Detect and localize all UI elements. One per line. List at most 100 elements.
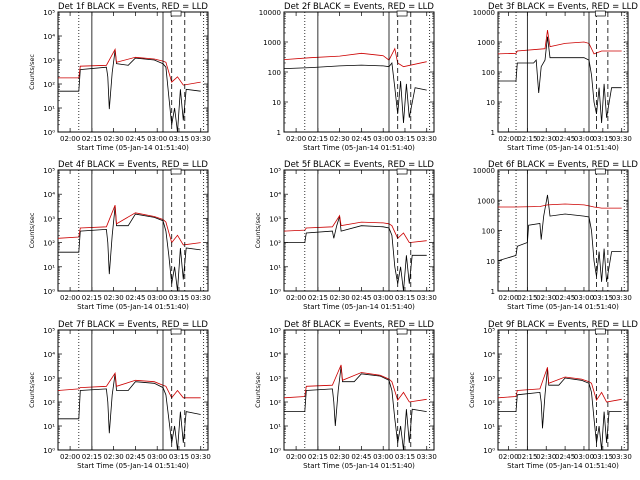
x-tick-label: 03:30 <box>612 135 632 143</box>
y-tick-label: 10³ <box>43 215 55 223</box>
y-tick-label: 10⁰ <box>269 447 281 455</box>
y-tick-label: 10 <box>486 99 495 107</box>
marker-box-icon <box>396 10 408 17</box>
y-tick-label: 10² <box>43 399 55 407</box>
x-tick-label: 03:30 <box>417 294 437 302</box>
lld-series-line <box>58 371 201 399</box>
x-tick-label: 03:00 <box>574 135 594 143</box>
x-tick-label: 02:45 <box>125 294 145 302</box>
x-tick-label: 02:15 <box>82 453 102 461</box>
x-tick-label: 02:15 <box>82 294 102 302</box>
x-tick-label: 03:30 <box>417 453 437 461</box>
plot-frame <box>283 169 435 292</box>
y-tick-label: 1 <box>491 129 495 137</box>
x-axis-label: Start Time (05-Jan-14 01:51:40) <box>507 144 619 152</box>
y-tick-label: 1 <box>277 129 281 137</box>
lld-series-line <box>284 364 427 403</box>
y-tick-label: 10 <box>272 99 281 107</box>
y-tick-label: 10⁴ <box>43 33 55 41</box>
time-markers <box>78 170 205 291</box>
x-tick-label: 03:00 <box>574 294 594 302</box>
x-tick-label: 02:15 <box>308 135 328 143</box>
series-group <box>284 214 427 291</box>
x-tick-label: 03:00 <box>147 453 167 461</box>
time-markers <box>515 170 625 291</box>
events-series-line <box>284 61 427 124</box>
plot-frame <box>283 11 435 133</box>
x-tick-label: 03:30 <box>612 294 632 302</box>
series-group <box>498 30 622 124</box>
events-series-line <box>498 36 622 124</box>
marker-box-icon <box>396 168 408 175</box>
panel-title: Det 4f BLACK = Events, RED = LLD <box>58 160 208 170</box>
panel-title: Det 6f BLACK = Events, RED = LLD <box>488 160 638 170</box>
x-tick-label: 02:45 <box>351 135 371 143</box>
series-group <box>284 364 427 450</box>
x-tick-label: 03:00 <box>373 135 393 143</box>
y-tick-label: 10⁵ <box>43 9 55 17</box>
x-tick-label: 02:15 <box>517 453 537 461</box>
x-axis-label: Start Time (05-Jan-14 01:51:40) <box>303 144 415 152</box>
y-tick-label: 10000 <box>259 9 281 17</box>
x-tick-label: 03:15 <box>169 135 189 143</box>
x-tick-label: 02:30 <box>104 135 124 143</box>
x-tick-label: 03:00 <box>574 453 594 461</box>
y-tick-label: 100 <box>268 69 281 77</box>
x-tick-label: 03:30 <box>417 135 437 143</box>
y-tick-label: 10000 <box>473 167 495 175</box>
lld-series-line <box>58 205 201 246</box>
y-tick-label: 10¹ <box>43 105 55 113</box>
marker-box-icon <box>396 328 408 335</box>
y-tick-label: 10¹ <box>269 423 281 431</box>
marker-box-icon <box>594 10 606 17</box>
plot-frame <box>57 11 209 133</box>
y-tick-label: 1000 <box>477 197 495 205</box>
marker-box-icon <box>170 168 182 175</box>
marker-box-icon <box>594 328 606 335</box>
time-markers <box>304 170 431 291</box>
panel-det-6: Det 6f BLACK = Events, RED = LLD 1 10 100 10… <box>473 160 639 311</box>
y-tick-label: 10² <box>269 399 281 407</box>
x-tick-label: 02:15 <box>308 453 328 461</box>
y-tick-label: 10⁵ <box>43 167 55 175</box>
y-axis-label: Counts/sec <box>468 372 476 408</box>
panel-title: Det 9f BLACK = Events, RED = LLD <box>488 320 638 330</box>
y-tick-label: 10⁵ <box>269 327 281 335</box>
x-tick-label: 03:15 <box>593 294 613 302</box>
y-tick-label: 1 <box>491 288 495 296</box>
panel-det-4: Det 4f BLACK = Events, RED = LLD Counts/s… <box>28 160 211 311</box>
lld-series-line <box>498 203 622 209</box>
y-tick-label: 10¹ <box>43 423 55 431</box>
panel-det-5: Det 5f BLACK = Events, RED = LLD Counts/s… <box>254 160 437 311</box>
y-tick-label: 10⁰ <box>483 447 495 455</box>
panel-title: Det 5f BLACK = Events, RED = LLD <box>284 160 434 170</box>
y-axis-label: Counts/sec <box>28 372 36 408</box>
lld-series-line <box>58 47 201 86</box>
panel-det-7: Det 7f BLACK = Events, RED = LLD Counts/s… <box>28 320 211 470</box>
y-tick-label: 10³ <box>269 375 281 383</box>
x-axis-label: Start Time (05-Jan-14 01:51:40) <box>303 462 415 470</box>
marker-box-icon <box>170 10 182 17</box>
events-series-line <box>284 216 427 291</box>
events-series-line <box>58 373 201 450</box>
lld-series-line <box>284 214 427 244</box>
y-tick-label: 10⁴ <box>269 351 281 359</box>
x-tick-label: 02:30 <box>104 294 124 302</box>
y-axis-label: Counts/sec <box>254 372 262 408</box>
x-tick-label: 03:15 <box>395 135 415 143</box>
x-tick-label: 02:30 <box>330 294 350 302</box>
x-tick-label: 02:00 <box>286 294 306 302</box>
x-tick-label: 02:00 <box>498 294 518 302</box>
x-axis-label: Start Time (05-Jan-14 01:51:40) <box>77 144 189 152</box>
y-tick-label: 10² <box>483 399 495 407</box>
lld-series-line <box>498 30 622 55</box>
series-group <box>284 47 427 124</box>
x-tick-label: 02:00 <box>60 294 80 302</box>
panel-det-9: Det 9f BLACK = Events, RED = LLD Counts/s… <box>468 320 638 470</box>
x-tick-label: 02:00 <box>286 135 306 143</box>
y-tick-label: 10⁰ <box>43 129 55 137</box>
lld-series-line <box>284 47 427 68</box>
x-tick-label: 03:15 <box>593 135 613 143</box>
time-markers <box>304 330 431 450</box>
